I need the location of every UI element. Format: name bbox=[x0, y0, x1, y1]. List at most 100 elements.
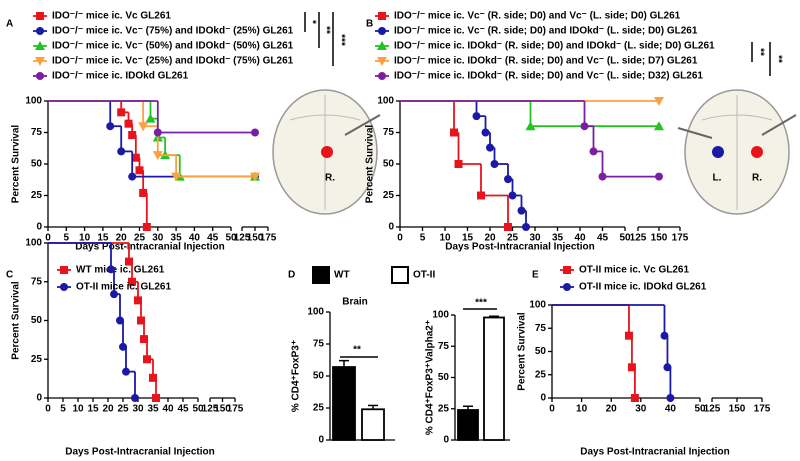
x-tick-label: 0 bbox=[549, 404, 555, 415]
y-tick-label: 50 bbox=[383, 159, 395, 170]
x-tick-label: 35 bbox=[171, 233, 183, 244]
marker bbox=[517, 206, 526, 215]
y-tick-label: 25 bbox=[31, 354, 43, 365]
y-tick-label: 0 bbox=[388, 222, 394, 233]
significance-label: * bbox=[306, 20, 317, 24]
marker bbox=[149, 373, 157, 382]
legend-label: IDO⁻/⁻ mice ic. IDOkd GL261 bbox=[52, 71, 189, 82]
marker bbox=[36, 12, 44, 20]
x-tick-label: 40 bbox=[162, 404, 174, 415]
legend-swatch bbox=[312, 266, 330, 284]
diagram-label: R. bbox=[752, 173, 762, 184]
x-tick-label: 150 bbox=[214, 404, 231, 415]
panel-letter: E bbox=[532, 270, 539, 281]
x-tick-label: 150 bbox=[247, 233, 264, 244]
legend-label: IDO⁻/⁻ mice ic. Vc GL261 bbox=[52, 11, 171, 22]
y-tick-label: 0 bbox=[36, 393, 42, 404]
y-tick-label: 50 bbox=[31, 159, 43, 170]
x-tick-label: 45 bbox=[597, 233, 609, 244]
legend-label: OT-II mice ic. Vc GL261 bbox=[579, 265, 689, 276]
x-tick-label: 30 bbox=[529, 233, 541, 244]
marker bbox=[124, 119, 133, 128]
marker bbox=[377, 57, 387, 66]
x-axis-label: Days Post-Intracranial Injection bbox=[75, 242, 225, 253]
skull-diagram-a bbox=[272, 89, 381, 215]
x-tick-label: 175 bbox=[227, 404, 244, 415]
x-tick-label: 10 bbox=[576, 404, 588, 415]
x-tick-label: 5 bbox=[420, 233, 426, 244]
marker bbox=[36, 27, 44, 35]
x-tick-label: 125 bbox=[234, 233, 251, 244]
marker bbox=[134, 296, 142, 305]
marker bbox=[110, 290, 118, 299]
marker bbox=[142, 223, 151, 231]
marker bbox=[107, 265, 115, 274]
y-tick-label: 0 bbox=[36, 222, 42, 233]
significance-label: ** bbox=[320, 26, 331, 34]
marker bbox=[490, 160, 499, 168]
marker bbox=[378, 27, 386, 35]
diagram-label: R. bbox=[325, 173, 335, 184]
bar bbox=[457, 409, 479, 441]
marker bbox=[36, 72, 44, 80]
marker bbox=[454, 160, 463, 168]
marker bbox=[60, 283, 68, 291]
x-tick-label: 40 bbox=[574, 233, 586, 244]
marker bbox=[660, 331, 669, 340]
marker bbox=[663, 363, 672, 372]
significance-label: ** bbox=[353, 345, 361, 356]
x-tick-label: 0 bbox=[45, 233, 51, 244]
y-tick-label: 75 bbox=[535, 323, 547, 334]
x-tick-label: 15 bbox=[97, 233, 109, 244]
y-tick-label: 100 bbox=[377, 96, 394, 107]
significance-label: ** bbox=[772, 55, 783, 63]
y-tick-label: 100 bbox=[25, 96, 42, 107]
x-tick-label: 10 bbox=[72, 404, 84, 415]
y-tick-label: 75 bbox=[31, 276, 43, 287]
marker bbox=[106, 122, 115, 131]
marker bbox=[137, 316, 145, 325]
legend-label: WT mice ic. GL261 bbox=[76, 265, 165, 276]
significance-label: *** bbox=[475, 298, 487, 309]
marker bbox=[666, 394, 675, 402]
x-axis-label: Days Post-Intracranial Injection bbox=[65, 447, 215, 458]
marker bbox=[138, 122, 149, 132]
x-tick-label: 40 bbox=[189, 233, 201, 244]
marker bbox=[504, 223, 512, 231]
marker bbox=[152, 151, 163, 161]
significance-label: *** bbox=[335, 34, 346, 46]
marker bbox=[125, 257, 133, 266]
marker bbox=[145, 113, 156, 123]
marker bbox=[35, 57, 45, 66]
y-tick-label: 50 bbox=[535, 346, 547, 357]
legend-label: IDO⁻/⁻ mice ic. Vc⁻ (R. side; D0) and ID… bbox=[394, 26, 698, 37]
x-tick-label: 150 bbox=[651, 233, 668, 244]
marker bbox=[152, 394, 160, 402]
legend-label: IDO⁻/⁻ mice ic. Vc⁻ (50%) and IDOkd⁻ (50… bbox=[52, 41, 294, 52]
x-tick-label: 125 bbox=[704, 404, 721, 415]
marker bbox=[589, 147, 598, 156]
diagram-label: L. bbox=[713, 173, 722, 184]
x-tick-label: 10 bbox=[439, 233, 451, 244]
marker bbox=[117, 108, 126, 117]
legend-label: OT-II mice ic. GL261 bbox=[76, 282, 171, 293]
marker bbox=[627, 363, 636, 372]
marker bbox=[60, 266, 68, 274]
marker bbox=[580, 122, 589, 131]
panel-letter: A bbox=[6, 19, 13, 30]
panel-letter: D bbox=[288, 270, 295, 281]
marker bbox=[116, 316, 124, 325]
legend-label: WT bbox=[334, 270, 350, 281]
marker bbox=[377, 41, 387, 50]
x-tick-label: 125 bbox=[630, 233, 647, 244]
marker bbox=[153, 128, 162, 137]
y-tick-label: 50 bbox=[313, 371, 325, 382]
x-tick-label: 20 bbox=[102, 404, 114, 415]
marker bbox=[135, 166, 144, 175]
x-axis-label: Days Post-Intracranial Injection bbox=[445, 242, 595, 253]
marker bbox=[563, 266, 571, 274]
significance-label: ** bbox=[754, 48, 765, 56]
x-tick-label: 175 bbox=[672, 233, 689, 244]
marker bbox=[598, 172, 607, 181]
